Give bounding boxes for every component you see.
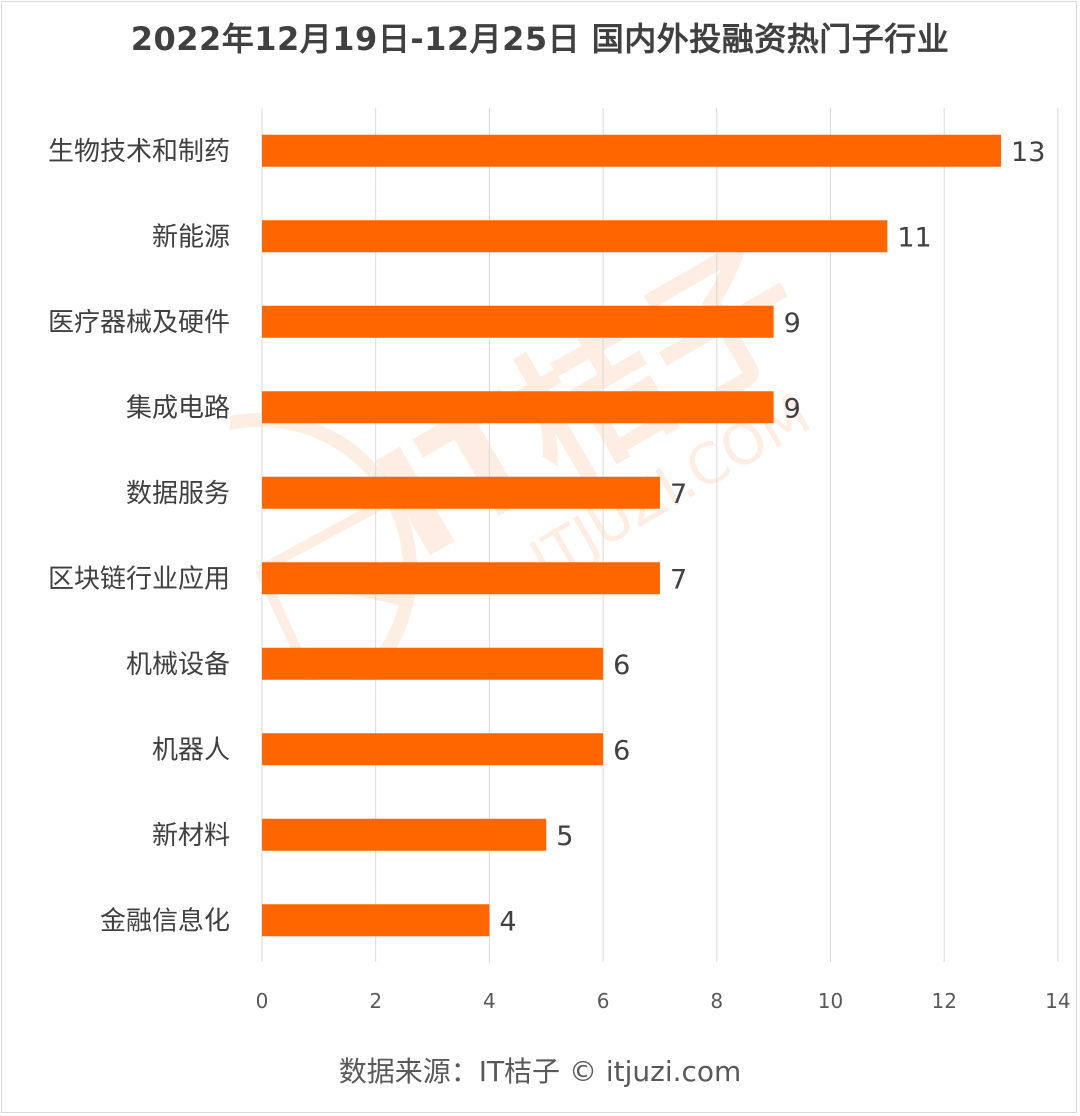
bar (262, 305, 774, 338)
category-label: 医疗器械及硬件 (48, 308, 230, 338)
category-label: 集成电路 (126, 393, 230, 423)
category-label: 机械设备 (126, 650, 230, 680)
data-label: 6 (613, 650, 630, 681)
x-tick-label: 2 (369, 989, 382, 1013)
bar (262, 391, 774, 424)
bar (262, 904, 490, 937)
category-label: 区块链行业应用 (48, 564, 230, 594)
category-label: 新材料 (152, 821, 230, 851)
bar (262, 818, 547, 851)
category-label: 机器人 (152, 735, 230, 765)
category-label: 数据服务 (126, 479, 230, 509)
bar (262, 134, 1002, 167)
data-label: 11 (897, 222, 931, 253)
x-tick-label: 12 (931, 989, 956, 1013)
bar (262, 733, 604, 766)
x-tick-label: 8 (710, 989, 723, 1013)
data-label: 7 (670, 564, 687, 595)
x-tick-label: 6 (597, 989, 610, 1013)
category-label: 生物技术和制药 (48, 137, 230, 167)
x-tick-label: 10 (818, 989, 843, 1013)
data-label: 9 (784, 308, 801, 339)
data-source-note: 数据来源：IT桔子 © itjuzi.com (338, 1055, 742, 1088)
bar (262, 647, 604, 680)
bar (262, 562, 660, 595)
data-label: 9 (784, 393, 801, 424)
category-label: 金融信息化 (100, 906, 230, 936)
x-tick-label: 4 (483, 989, 496, 1013)
data-label: 7 (670, 479, 687, 510)
bar (262, 476, 660, 509)
bar (262, 220, 888, 253)
x-tick-label: 14 (1045, 989, 1070, 1013)
category-label: 新能源 (152, 222, 230, 252)
data-label: 13 (1011, 137, 1045, 168)
data-label: 5 (556, 821, 573, 852)
chart-title: 2022年12月19日-12月25日 国内外投融资热门子行业 (130, 20, 950, 58)
data-label: 6 (613, 735, 630, 766)
data-label: 4 (499, 906, 516, 937)
x-tick-label: 0 (256, 989, 269, 1013)
